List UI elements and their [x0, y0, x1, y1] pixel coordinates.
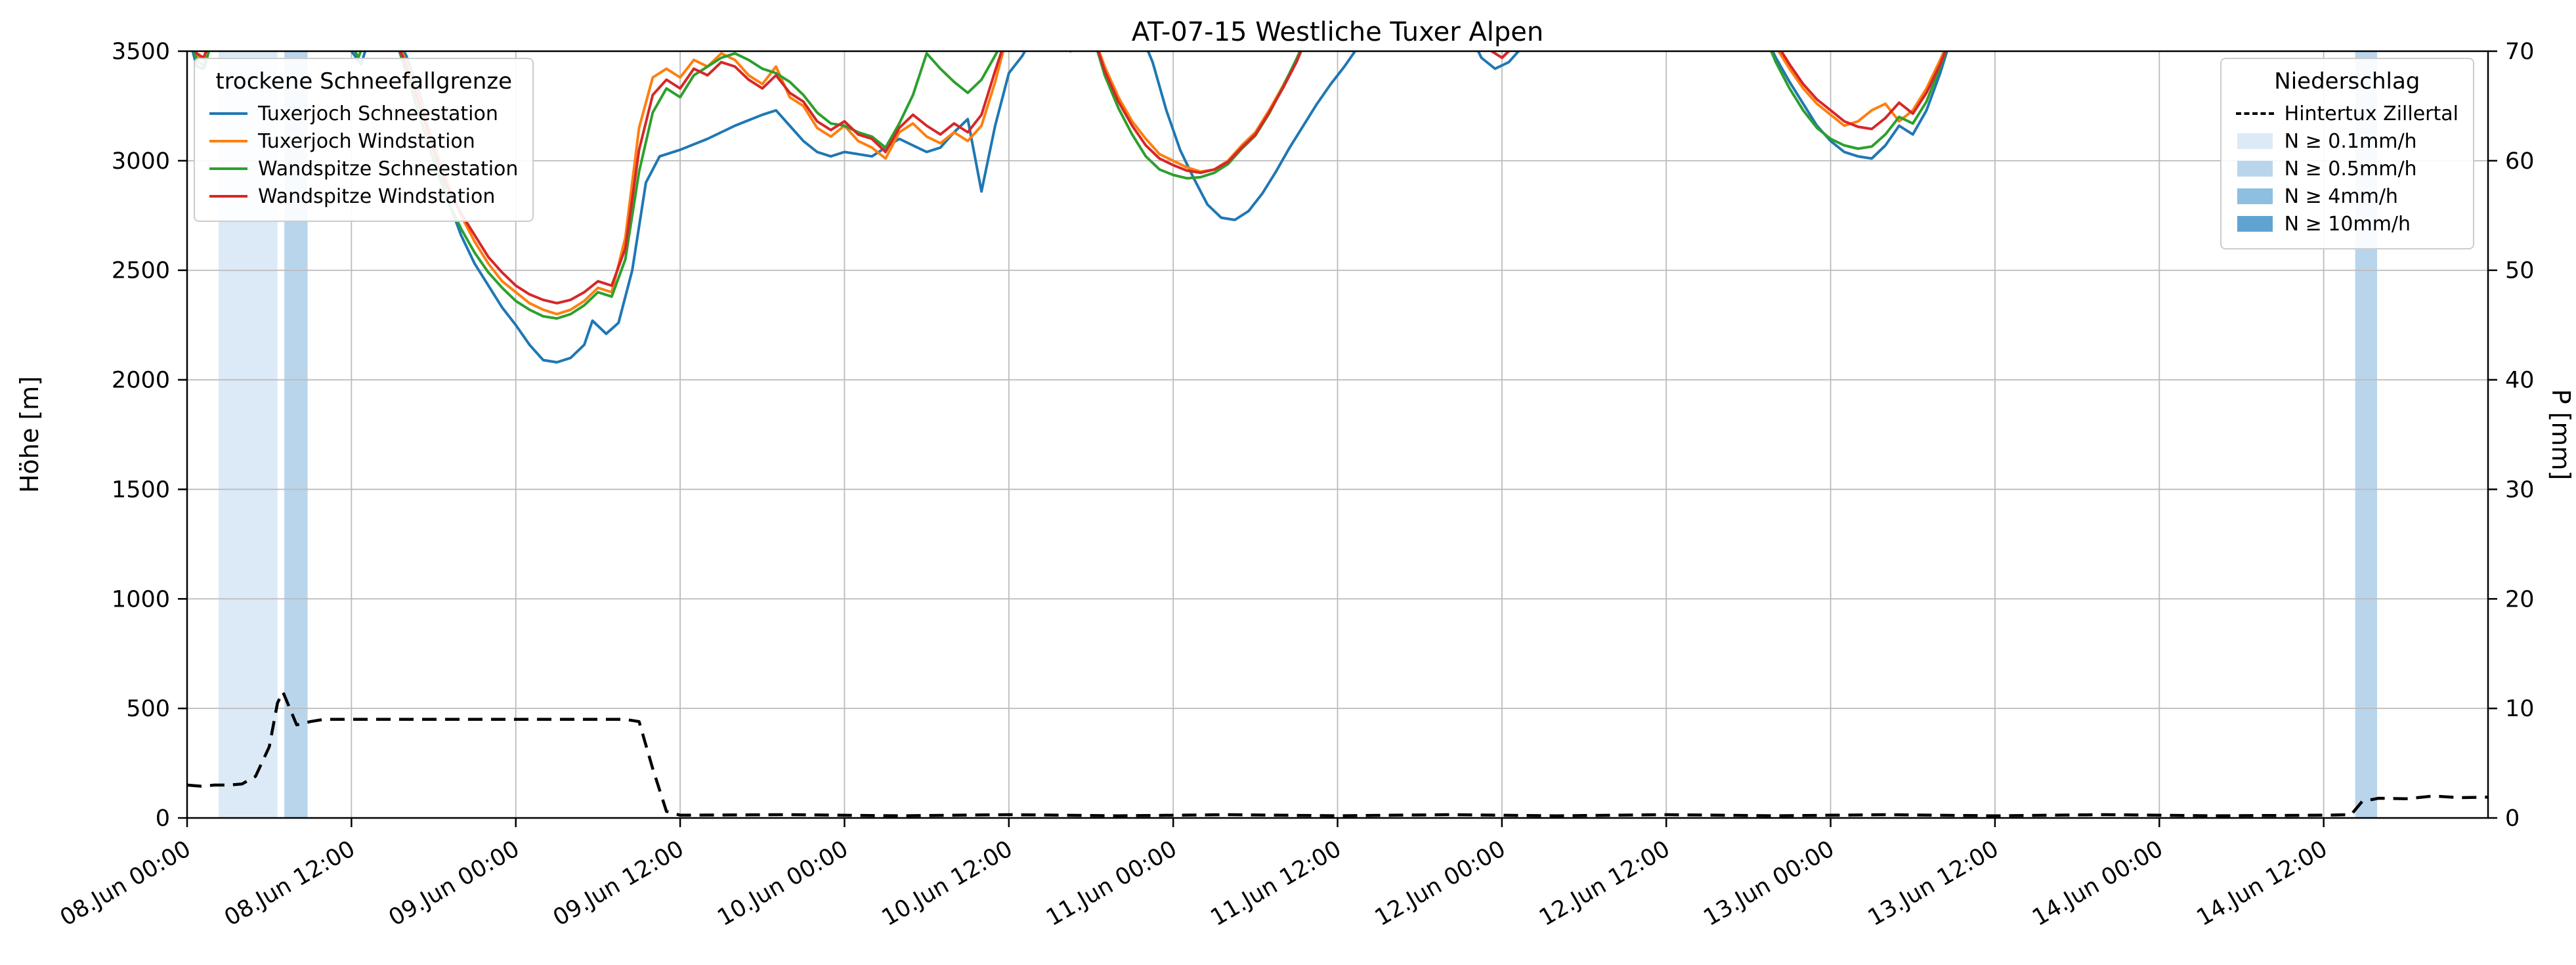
patch-swatch-icon — [2237, 216, 2273, 232]
legend-label: Wandspitze Schneestation — [258, 157, 519, 181]
x-tick-label: 13.Jun 12:00 — [1864, 836, 2004, 932]
x-tick-label: 14.Jun 00:00 — [2028, 836, 2168, 932]
line-swatch-icon — [209, 112, 247, 115]
x-tick-label: 08.Jun 00:00 — [56, 836, 196, 932]
x-tick-label: 08.Jun 12:00 — [220, 836, 360, 932]
x-tick-label: 12.Jun 00:00 — [1371, 836, 1511, 932]
x-tick-label: 09.Jun 00:00 — [385, 836, 525, 932]
series-line-0 — [191, 51, 1948, 364]
patch-swatch-icon — [2237, 188, 2273, 204]
x-tick-label: 11.Jun 12:00 — [1206, 836, 1346, 932]
legend-item-n-01mmh: N ≥ 0.1mm/h — [2236, 127, 2458, 155]
line-swatch-icon — [209, 140, 247, 142]
dashed-line-swatch-icon — [2235, 112, 2274, 115]
legend-item-tuxerjoch-windstation: Tuxerjoch Windstation — [209, 127, 518, 155]
line-swatch-icon — [209, 167, 247, 170]
legend-item-hintertux-zillertal: Hintertux Zillertal — [2235, 100, 2458, 127]
legend-item-n-10mmh: N ≥ 10mm/h — [2236, 210, 2458, 238]
legend-label: N ≥ 0.1mm/h — [2284, 129, 2417, 153]
legend-item-n-4mmh: N ≥ 4mm/h — [2236, 182, 2458, 210]
y2-tick-label: 70 — [2505, 39, 2535, 65]
legend-label: Hintertux Zillertal — [2284, 102, 2458, 125]
y-tick-label: 3500 — [112, 39, 170, 65]
x-tick-label: 10.Jun 00:00 — [713, 836, 853, 932]
y-tick-label: 2500 — [112, 258, 170, 284]
series-line-1 — [194, 51, 1946, 316]
legend-item-n-05mmh: N ≥ 0.5mm/h — [2236, 155, 2458, 182]
legend-label: N ≥ 4mm/h — [2284, 184, 2398, 208]
line-swatch-icon — [209, 195, 247, 198]
series-line-2 — [192, 51, 1948, 320]
legend-precipitation-title: Niederschlag — [2274, 68, 2420, 95]
legend-item-wandspitze-schneestation: Wandspitze Schneestation — [209, 155, 518, 182]
y-tick-label: 1000 — [112, 586, 170, 612]
x-tick-label: 09.Jun 12:00 — [549, 836, 689, 932]
y2-tick-label: 20 — [2505, 586, 2535, 612]
y2-tick-label: 40 — [2505, 368, 2535, 394]
legend-snowfall-limit-title: trockene Schneefallgrenze — [215, 68, 513, 95]
y2-tick-label: 0 — [2505, 805, 2520, 832]
x-tick-label: 10.Jun 12:00 — [878, 836, 1018, 932]
y-tick-label: 3000 — [112, 148, 170, 175]
y-tick-label: 500 — [126, 696, 170, 722]
y2-tick-label: 30 — [2505, 477, 2535, 503]
y2-tick-label: 10 — [2505, 696, 2535, 722]
y-axis-label: Höhe [m] — [15, 376, 44, 493]
legend-snowfall-limit: trockene Schneefallgrenze Tuxerjoch Schn… — [194, 58, 534, 222]
y-tick-label: 1500 — [112, 477, 170, 503]
chart-title: AT-07-15 Westliche Tuxer Alpen — [1131, 17, 1544, 47]
patch-swatch-icon — [2237, 133, 2273, 149]
legend-precipitation: Niederschlag Hintertux Zillertal N ≥ 0.1… — [2220, 58, 2474, 249]
legend-item-tuxerjoch-schneestation: Tuxerjoch Schneestation — [209, 100, 518, 127]
series-line-3 — [194, 51, 1947, 305]
y-tick-label: 0 — [156, 805, 170, 832]
x-tick-label: 11.Jun 00:00 — [1042, 836, 1182, 932]
legend-label: Wandspitze Windstation — [258, 184, 496, 208]
precip-line — [187, 690, 2488, 817]
legend-label: N ≥ 10mm/h — [2284, 212, 2411, 236]
legend-label: Tuxerjoch Windstation — [258, 129, 475, 153]
x-tick-label: 13.Jun 00:00 — [1700, 836, 1839, 932]
y2-tick-label: 50 — [2505, 258, 2535, 284]
legend-label: Tuxerjoch Schneestation — [258, 102, 498, 125]
x-tick-label: 14.Jun 12:00 — [2193, 836, 2332, 932]
patch-swatch-icon — [2237, 161, 2273, 177]
x-tick-label: 12.Jun 12:00 — [1535, 836, 1675, 932]
legend-label: N ≥ 0.5mm/h — [2284, 157, 2417, 181]
y2-axis-label: P [mm] — [2546, 389, 2575, 481]
y-tick-label: 2000 — [112, 368, 170, 394]
y2-tick-label: 60 — [2505, 148, 2535, 175]
legend-item-wandspitze-windstation: Wandspitze Windstation — [209, 182, 518, 210]
